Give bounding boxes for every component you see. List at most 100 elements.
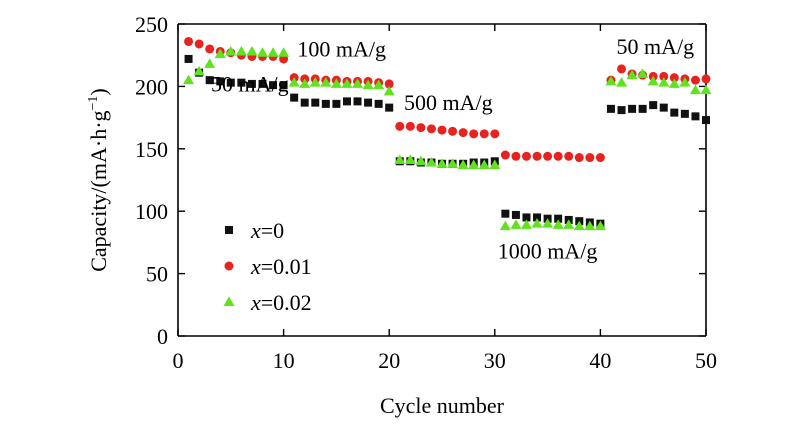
y-tick-label: 200 <box>135 74 168 99</box>
data-point <box>457 159 469 170</box>
data-point <box>278 47 290 57</box>
data-point <box>490 129 500 139</box>
x-tick-label: 10 <box>273 348 295 373</box>
data-point <box>204 58 216 68</box>
data-point <box>384 79 394 89</box>
data-point <box>690 75 700 85</box>
data-point <box>628 104 637 113</box>
data-point <box>385 103 394 112</box>
data-point <box>531 218 543 228</box>
data-point <box>309 77 321 87</box>
data-point <box>447 158 459 168</box>
data-point <box>235 45 247 56</box>
data-point <box>691 112 700 121</box>
data-point <box>605 75 617 86</box>
y-axis-label-main: Capacity/(mA·h·g <box>86 110 111 271</box>
data-point <box>256 47 268 57</box>
data-point <box>511 210 520 219</box>
data-point <box>552 219 564 229</box>
data-point <box>606 104 615 113</box>
data-point <box>225 45 237 56</box>
data-point <box>194 39 204 49</box>
annotations: 50 mA/g 100 mA/g 500 mA/g 1000 mA/g 50 mA/g <box>211 34 694 264</box>
data-point <box>246 45 258 56</box>
tick-labels: 0 10 20 30 40 50 0 50 100 150 200 250 <box>135 12 717 373</box>
data-point <box>300 98 309 107</box>
data-point <box>522 213 531 222</box>
data-point <box>638 104 647 113</box>
data-point <box>669 73 679 83</box>
legend-label: x=0.02 <box>250 290 312 315</box>
data-point <box>659 71 669 81</box>
data-point <box>553 151 563 161</box>
data-point <box>426 124 436 134</box>
legend-marker <box>225 226 233 234</box>
data-point <box>521 151 531 161</box>
data-point <box>416 123 426 133</box>
data-point <box>383 85 395 96</box>
data-point <box>680 109 689 118</box>
data-point <box>183 74 195 85</box>
legend-item: x=0.01 <box>224 254 312 279</box>
data-point <box>500 150 510 160</box>
data-point <box>584 220 596 231</box>
rate-annotation: 50 mA/g <box>211 71 289 96</box>
data-point <box>288 77 300 87</box>
y-tick-label: 100 <box>135 199 168 224</box>
data-point <box>554 214 563 223</box>
data-point <box>617 64 627 74</box>
data-point <box>342 97 351 106</box>
data-point <box>247 79 256 88</box>
data-point <box>574 153 584 163</box>
rate-annotation: 1000 mA/g <box>498 239 598 264</box>
x-tick-label: 40 <box>589 348 611 373</box>
data-point <box>573 220 585 231</box>
data-point <box>689 84 701 95</box>
data-point <box>647 75 659 86</box>
legend-label: x=0 <box>250 218 284 243</box>
data-point <box>425 157 437 167</box>
data-point <box>542 218 554 228</box>
data-point <box>311 98 320 107</box>
x-tick-label: 20 <box>378 348 400 373</box>
data-point <box>520 219 532 229</box>
data-point <box>543 151 553 161</box>
data-point <box>659 103 668 112</box>
data-point <box>290 93 299 102</box>
data-point <box>469 129 479 139</box>
data-point <box>352 78 364 88</box>
x-axis-label: Cycle number <box>380 393 505 418</box>
data-point <box>299 78 311 88</box>
y-tick-label: 0 <box>157 324 168 349</box>
data-point <box>510 219 522 229</box>
data-point <box>585 153 595 163</box>
legend-label: x=0.01 <box>250 254 312 279</box>
data-point <box>649 101 658 110</box>
data-point <box>237 78 246 87</box>
data-point <box>205 44 215 54</box>
data-point <box>267 47 279 57</box>
data-point <box>395 121 405 131</box>
data-point <box>362 79 374 90</box>
data-point <box>373 79 385 90</box>
data-point <box>478 159 490 170</box>
data-point <box>258 79 267 88</box>
y-tick-label: 250 <box>135 12 168 37</box>
data-point <box>226 78 235 87</box>
data-point <box>617 106 626 115</box>
legend-item: x=0.02 <box>223 290 312 315</box>
data-point <box>700 84 712 95</box>
data-point <box>364 98 373 107</box>
data-point <box>330 78 342 88</box>
data-point <box>679 77 691 87</box>
data-point <box>332 99 341 108</box>
data-point <box>702 116 710 125</box>
y-axis-label-sup: −1 <box>86 96 101 111</box>
data-point <box>341 78 353 88</box>
data-point <box>489 159 501 170</box>
y-tick-label: 50 <box>146 262 168 287</box>
x-tick-label: 0 <box>173 348 184 373</box>
data-point <box>214 48 226 58</box>
data-point <box>193 65 205 76</box>
